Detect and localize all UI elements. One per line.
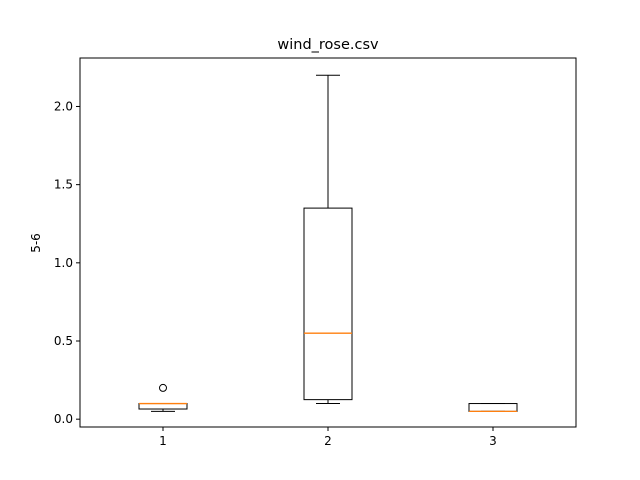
x-tick-label: 3 bbox=[489, 434, 497, 448]
box bbox=[303, 207, 353, 401]
y-axis: 0.0 0.5 1.0 1.5 2.0 bbox=[54, 99, 80, 426]
box-group-1 bbox=[138, 383, 188, 412]
y-tick-label: 0.0 bbox=[54, 412, 73, 426]
box-group-2 bbox=[303, 74, 353, 405]
x-axis: 1 2 3 bbox=[159, 427, 497, 448]
y-tick-label: 0.5 bbox=[54, 334, 73, 348]
outlier-point bbox=[159, 383, 167, 392]
x-tick-label: 1 bbox=[159, 434, 167, 448]
box-group-3 bbox=[468, 403, 518, 413]
chart-title: wind_rose.csv bbox=[277, 37, 379, 53]
boxes-layer bbox=[138, 74, 518, 413]
x-tick-label: 2 bbox=[324, 434, 332, 448]
y-axis-label: 5-6 bbox=[29, 233, 43, 253]
y-tick-label: 2.0 bbox=[54, 99, 73, 113]
y-tick-label: 1.5 bbox=[54, 178, 73, 192]
y-tick-label: 1.0 bbox=[54, 256, 73, 270]
